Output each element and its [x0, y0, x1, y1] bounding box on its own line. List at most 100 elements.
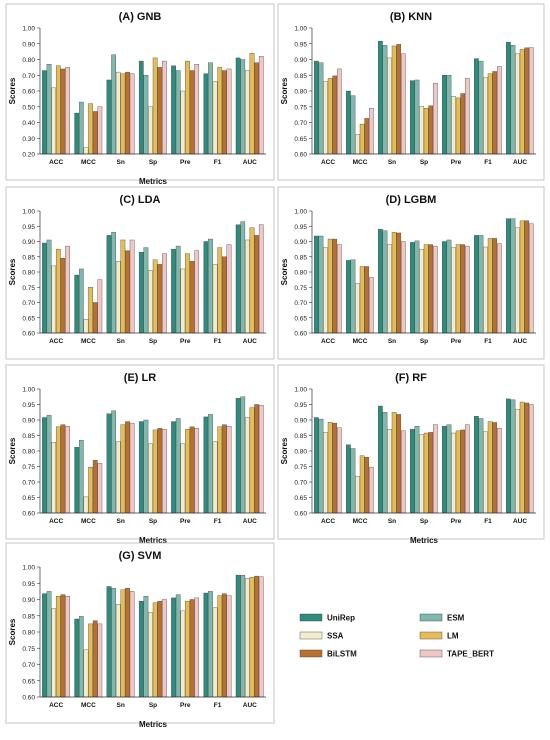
bar-ssa-sn: [387, 429, 392, 514]
bar-unirep-acc: [42, 417, 47, 514]
bar-unirep-f1: [203, 592, 209, 698]
bar-ssa-mcc: [355, 134, 360, 155]
bar-unirep-auc: [235, 398, 241, 514]
y-axis-label: Scores: [8, 618, 17, 645]
bar-tape_bert-acc: [65, 245, 70, 334]
panel-title: (E) LR: [124, 372, 156, 384]
bar-ssa-f1: [212, 81, 218, 155]
bar-tape_bert-pre: [464, 78, 470, 155]
bar-lm-f1: [217, 426, 223, 514]
bar-bilstm-sp: [157, 67, 163, 155]
bar-esm-pre: [446, 239, 452, 334]
legend-swatch-bilstm: [299, 649, 323, 658]
y-tick-label: 0.70: [294, 300, 307, 307]
y-tick-label: 0.60: [22, 89, 35, 96]
bar-ssa-mcc: [355, 476, 360, 514]
bar-ssa-sn: [387, 57, 392, 155]
bar-bilstm-sp: [428, 244, 434, 334]
bar-bilstm-mcc: [364, 118, 370, 155]
bar-lm-sn: [120, 73, 126, 155]
bar-esm-f1: [478, 60, 484, 155]
bar-esm-mcc: [78, 616, 84, 698]
bar-bilstm-auc: [524, 47, 530, 155]
bar-ssa-f1: [483, 431, 488, 514]
legend-label: LM: [447, 632, 459, 641]
x-axis-label: Metrics: [139, 720, 168, 729]
bar-tape_bert-auc: [258, 56, 264, 155]
bar-bilstm-auc: [524, 402, 530, 514]
bar-unirep-f1: [474, 58, 479, 155]
panel-title: (B) KNN: [390, 11, 432, 23]
bar-ssa-pre: [180, 268, 186, 334]
bar-esm-acc: [46, 415, 52, 514]
bar-bilstm-sn: [125, 421, 130, 514]
bar-ssa-f1: [483, 77, 488, 155]
y-tick-label: 0.65: [294, 136, 307, 143]
bar-unirep-acc: [314, 60, 319, 155]
bar-tape_bert-auc: [528, 404, 534, 514]
bar-unirep-sp: [138, 600, 144, 698]
y-tick-label: 0.80: [294, 449, 307, 456]
bar-bilstm-pre: [460, 93, 466, 155]
bar-unirep-auc: [235, 574, 241, 698]
bar-unirep-acc: [314, 417, 319, 514]
bar-esm-sn: [111, 410, 116, 514]
bar-tape_bert-acc: [336, 427, 342, 514]
y-tick-label: 0.50: [22, 104, 35, 111]
y-tick-label: 1.00: [294, 387, 307, 394]
bar-unirep-f1: [203, 73, 209, 155]
y-tick-label: 0.80: [22, 449, 35, 456]
bar-esm-sn: [382, 45, 388, 155]
bar-tape_bert-sn: [129, 239, 135, 334]
bar-lm-sn: [120, 424, 126, 514]
bar-unirep-sn: [106, 413, 112, 514]
bar-ssa-pre: [180, 443, 186, 514]
panel-title: (F) RF: [395, 372, 427, 384]
bar-ssa-sp: [148, 443, 153, 514]
x-tick-label: Sp: [149, 702, 157, 709]
bar-esm-sn: [382, 412, 388, 514]
bar-lm-f1: [487, 238, 493, 334]
bar-ssa-sn: [115, 604, 121, 698]
bar-esm-auc: [240, 59, 246, 155]
x-tick-label: Pre: [180, 159, 191, 166]
y-tick-label: 0.90: [294, 418, 307, 425]
y-tick-label: 0.90: [22, 418, 35, 425]
x-tick-label: MCC: [81, 338, 96, 345]
y-tick-label: 0.20: [22, 152, 35, 159]
bar-unirep-sn: [378, 41, 383, 155]
y-tick-label: 0.95: [22, 581, 35, 588]
y-tick-label: 0.95: [294, 41, 307, 48]
bar-unirep-mcc: [346, 260, 351, 334]
y-axis-label: Scores: [8, 258, 17, 285]
bar-lm-sn: [120, 589, 126, 698]
bar-ssa-sn: [115, 441, 121, 514]
bar-tape_bert-sp: [162, 253, 167, 334]
bar-unirep-pre: [171, 65, 176, 155]
bar-tape_bert-f1: [226, 244, 232, 334]
bar-tape_bert-f1: [496, 66, 502, 155]
bar-tape_bert-acc: [336, 68, 342, 155]
y-tick-label: 0.80: [294, 270, 307, 277]
bar-bilstm-sp: [157, 428, 163, 514]
bar-unirep-pre: [442, 426, 447, 514]
y-tick-label: 0.80: [22, 57, 35, 64]
bar-tape_bert-pre: [194, 250, 200, 334]
bar-esm-auc: [510, 399, 516, 514]
y-tick-label: 0.90: [294, 57, 307, 64]
x-tick-label: ACC: [49, 338, 63, 345]
bar-ssa-mcc: [83, 147, 89, 155]
x-tick-label: Sp: [149, 338, 157, 345]
bar-esm-sp: [414, 79, 420, 155]
bar-bilstm-acc: [60, 424, 66, 514]
bar-ssa-mcc: [83, 496, 89, 514]
bar-unirep-sn: [106, 586, 112, 698]
x-tick-label: Sn: [117, 159, 125, 166]
y-tick-label: 0.70: [22, 300, 35, 307]
bar-esm-sn: [111, 587, 116, 698]
bar-unirep-sp: [410, 80, 415, 155]
bar-tape_bert-mcc: [97, 463, 103, 514]
bar-unirep-auc: [506, 218, 511, 334]
x-tick-label: Pre: [451, 338, 462, 345]
bar-unirep-acc: [314, 235, 319, 334]
